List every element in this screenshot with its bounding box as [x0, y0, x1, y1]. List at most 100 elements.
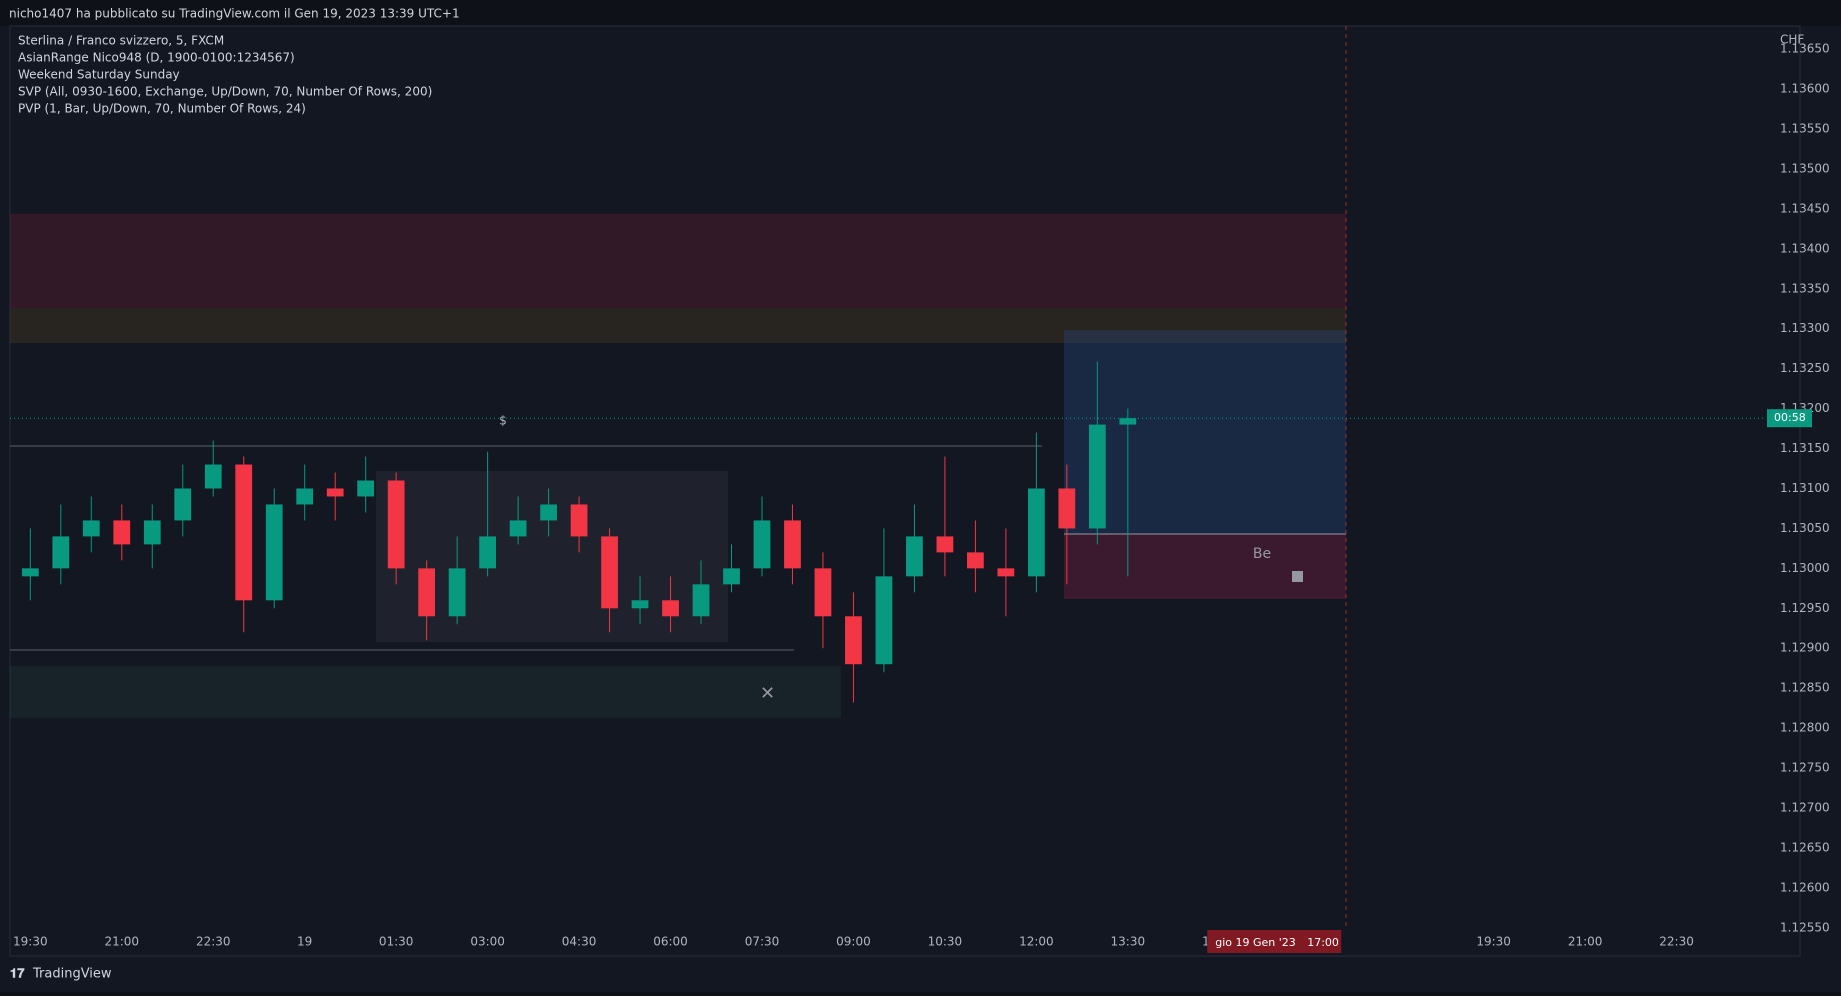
candle-body: [906, 536, 923, 577]
y-tick-label: 1.13400: [1780, 241, 1830, 255]
candle-body: [204, 464, 222, 489]
x-tick-label: 09:00: [836, 935, 871, 949]
y-tick-label: 1.13150: [1780, 441, 1830, 455]
candle-body: [1088, 424, 1106, 529]
header-bar: [0, 0, 1841, 26]
candle-body: [784, 520, 801, 569]
header-text: nicho1407 ha pubblicato su TradingView.c…: [9, 7, 460, 21]
y-tick-label: 1.13550: [1780, 122, 1830, 136]
x-tick-label: 01:30: [379, 935, 414, 949]
candle-body: [387, 480, 405, 569]
candle-body: [265, 504, 283, 601]
y-tick-label: 1.12900: [1780, 641, 1830, 655]
y-tick-label: 1.12650: [1780, 840, 1830, 854]
candle-body: [692, 584, 710, 617]
candle-body: [509, 520, 527, 537]
frame: [9, 25, 1801, 957]
y-tick-label: 1.12750: [1780, 761, 1830, 775]
candle-body: [479, 536, 496, 569]
y-tick-label: 1.13250: [1780, 361, 1830, 375]
candle-body: [662, 600, 679, 617]
candle-body: [631, 600, 649, 609]
supply-zone: [10, 214, 1346, 308]
legend-line: SVP (All, 0930-1600, Exchange, Up/Down, …: [18, 85, 432, 99]
y-tick-label: 1.13650: [1780, 42, 1830, 56]
crosshair-date: gio 19 Gen '23: [1215, 936, 1296, 949]
y-tick-label: 1.13350: [1780, 281, 1830, 295]
y-tick-label: 1.13300: [1780, 321, 1830, 335]
x-tick-label: 19:30: [13, 935, 48, 949]
y-tick-label: 1.13050: [1780, 521, 1830, 535]
price-tag-text: 00:58: [1774, 411, 1806, 424]
candle-body: [997, 568, 1015, 577]
candle-body: [814, 568, 832, 617]
crosshair-time: 17:00: [1307, 936, 1339, 949]
target-box: [1064, 330, 1346, 534]
x-tick-label: 12:00: [1019, 935, 1054, 949]
y-tick-label: 1.13500: [1780, 161, 1830, 175]
candle-body: [723, 568, 740, 585]
candle-body: [82, 520, 100, 537]
candle-body: [845, 616, 862, 665]
legend-line: Sterlina / Franco svizzero, 5, FXCM: [18, 34, 224, 48]
candle-body: [174, 488, 192, 521]
legend-line: AsianRange Nico948 (D, 1900-0100:1234567…: [18, 51, 295, 65]
x-tick-label: 21:00: [104, 935, 139, 949]
legend: Sterlina / Franco svizzero, 5, FXCM Asian…: [18, 34, 432, 116]
candle-body: [52, 536, 70, 569]
legend-line: Weekend Saturday Sunday: [18, 68, 180, 82]
x-tick-label: 19: [297, 935, 312, 949]
check-icon: [1292, 571, 1303, 582]
annotation: Be: [1253, 546, 1271, 562]
y-tick-label: 1.12850: [1780, 681, 1830, 695]
y-tick-label: 1.13600: [1780, 82, 1830, 96]
candle-body: [875, 576, 893, 665]
candle-body: [296, 488, 314, 505]
candle-body: [540, 504, 557, 521]
candle-body: [326, 488, 344, 497]
y-tick-label: 1.12550: [1780, 920, 1830, 934]
x-tick-label: 22:30: [196, 935, 231, 949]
demand-zone: [10, 666, 841, 718]
candle-body: [1058, 488, 1076, 529]
y-tick-label: 1.12950: [1780, 601, 1830, 615]
candle-body: [448, 568, 466, 617]
y-tick-label: 1.13100: [1780, 481, 1830, 495]
candle-body: [418, 568, 436, 617]
candle-body: [357, 480, 375, 497]
candle-body: [601, 536, 618, 609]
close-icon: ✕: [760, 683, 775, 704]
x-tick-label: 04:30: [562, 935, 597, 949]
candle-body: [235, 464, 253, 601]
annotation: $: [499, 414, 507, 428]
x-tick-label: 03:00: [470, 935, 505, 949]
candle-body: [113, 520, 131, 545]
x-tick-label: 19:30: [1476, 935, 1511, 949]
x-tick-label: 21:00: [1568, 935, 1603, 949]
candle-body: [1027, 488, 1045, 577]
y-tick-label: 1.12600: [1780, 880, 1830, 894]
y-tick-label: 1.12800: [1780, 721, 1830, 735]
y-tick-label: 1.13000: [1780, 561, 1830, 575]
candle-body: [936, 536, 954, 553]
x-tick-label: 22:30: [1659, 935, 1694, 949]
candle-body: [1119, 418, 1137, 425]
x-tick-label: 06:00: [653, 935, 688, 949]
stop-box: [1064, 534, 1346, 599]
currency: CHF: [1780, 33, 1804, 47]
crosshair-label-bg: [1207, 930, 1342, 953]
price-tag: [1767, 409, 1812, 428]
x-tick-label: 10:30: [928, 935, 963, 949]
candle-body: [143, 520, 161, 545]
x-tick-label: 07:30: [745, 935, 780, 949]
y-tick-label: 1.12700: [1780, 800, 1830, 814]
session-box: [376, 471, 728, 642]
candle-body: [21, 568, 39, 577]
x-tick-label: 13:30: [1111, 935, 1146, 949]
range-zone: [10, 308, 1346, 343]
candle-body: [967, 552, 984, 569]
candle-body: [753, 520, 771, 569]
legend-line: PVP (1, Bar, Up/Down, 70, Number Of Rows…: [18, 102, 306, 116]
